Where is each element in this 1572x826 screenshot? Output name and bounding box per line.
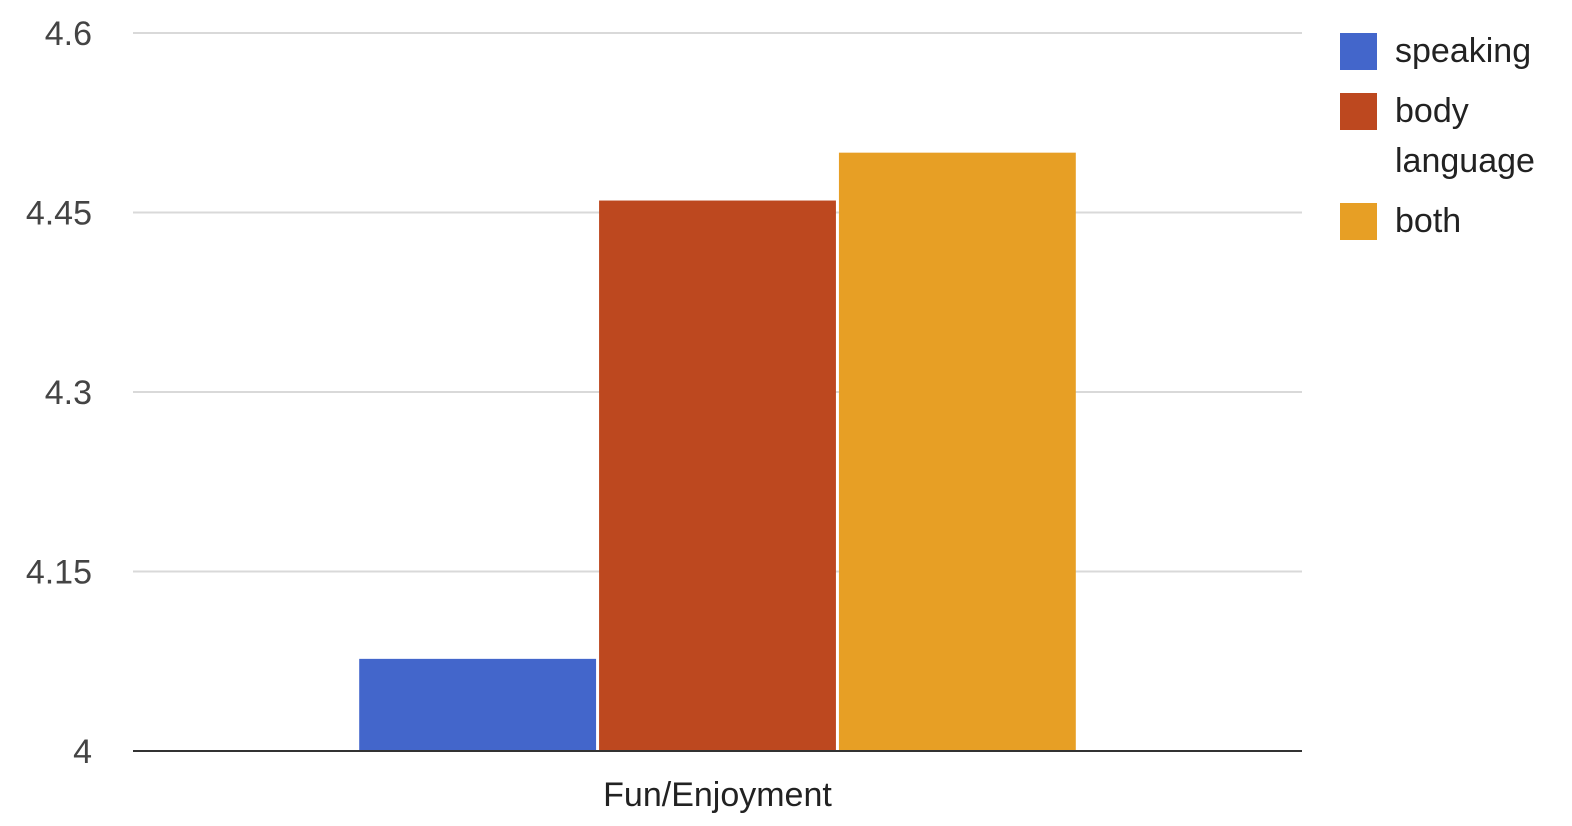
bars	[359, 152, 1076, 752]
y-tick-label: 4.3	[45, 374, 92, 412]
legend-label: both	[1395, 202, 1461, 240]
legend-label: language	[1395, 142, 1535, 180]
y-axis-tick-labels: 4 4.15 4.3 4.45 4.6	[26, 15, 92, 771]
x-category-label: Fun/Enjoyment	[603, 776, 832, 814]
bar-speaking	[359, 658, 597, 751]
bar-body-language	[599, 200, 836, 752]
legend-label: speaking	[1395, 32, 1531, 70]
legend: speaking body language both	[1340, 32, 1535, 240]
legend-label: body	[1395, 92, 1469, 130]
legend-item-body-language: body language	[1340, 92, 1535, 180]
y-tick-label: 4.6	[45, 15, 92, 53]
y-tick-label: 4	[73, 733, 92, 771]
y-tick-label: 4.15	[26, 554, 92, 592]
legend-swatch	[1340, 93, 1377, 130]
legend-swatch	[1340, 203, 1377, 240]
y-tick-label: 4.45	[26, 195, 92, 233]
legend-item-speaking: speaking	[1340, 32, 1531, 70]
legend-item-both: both	[1340, 202, 1461, 240]
x-axis-category-labels: Fun/Enjoyment	[603, 776, 832, 814]
legend-swatch	[1340, 33, 1377, 70]
bar-both	[838, 152, 1076, 751]
